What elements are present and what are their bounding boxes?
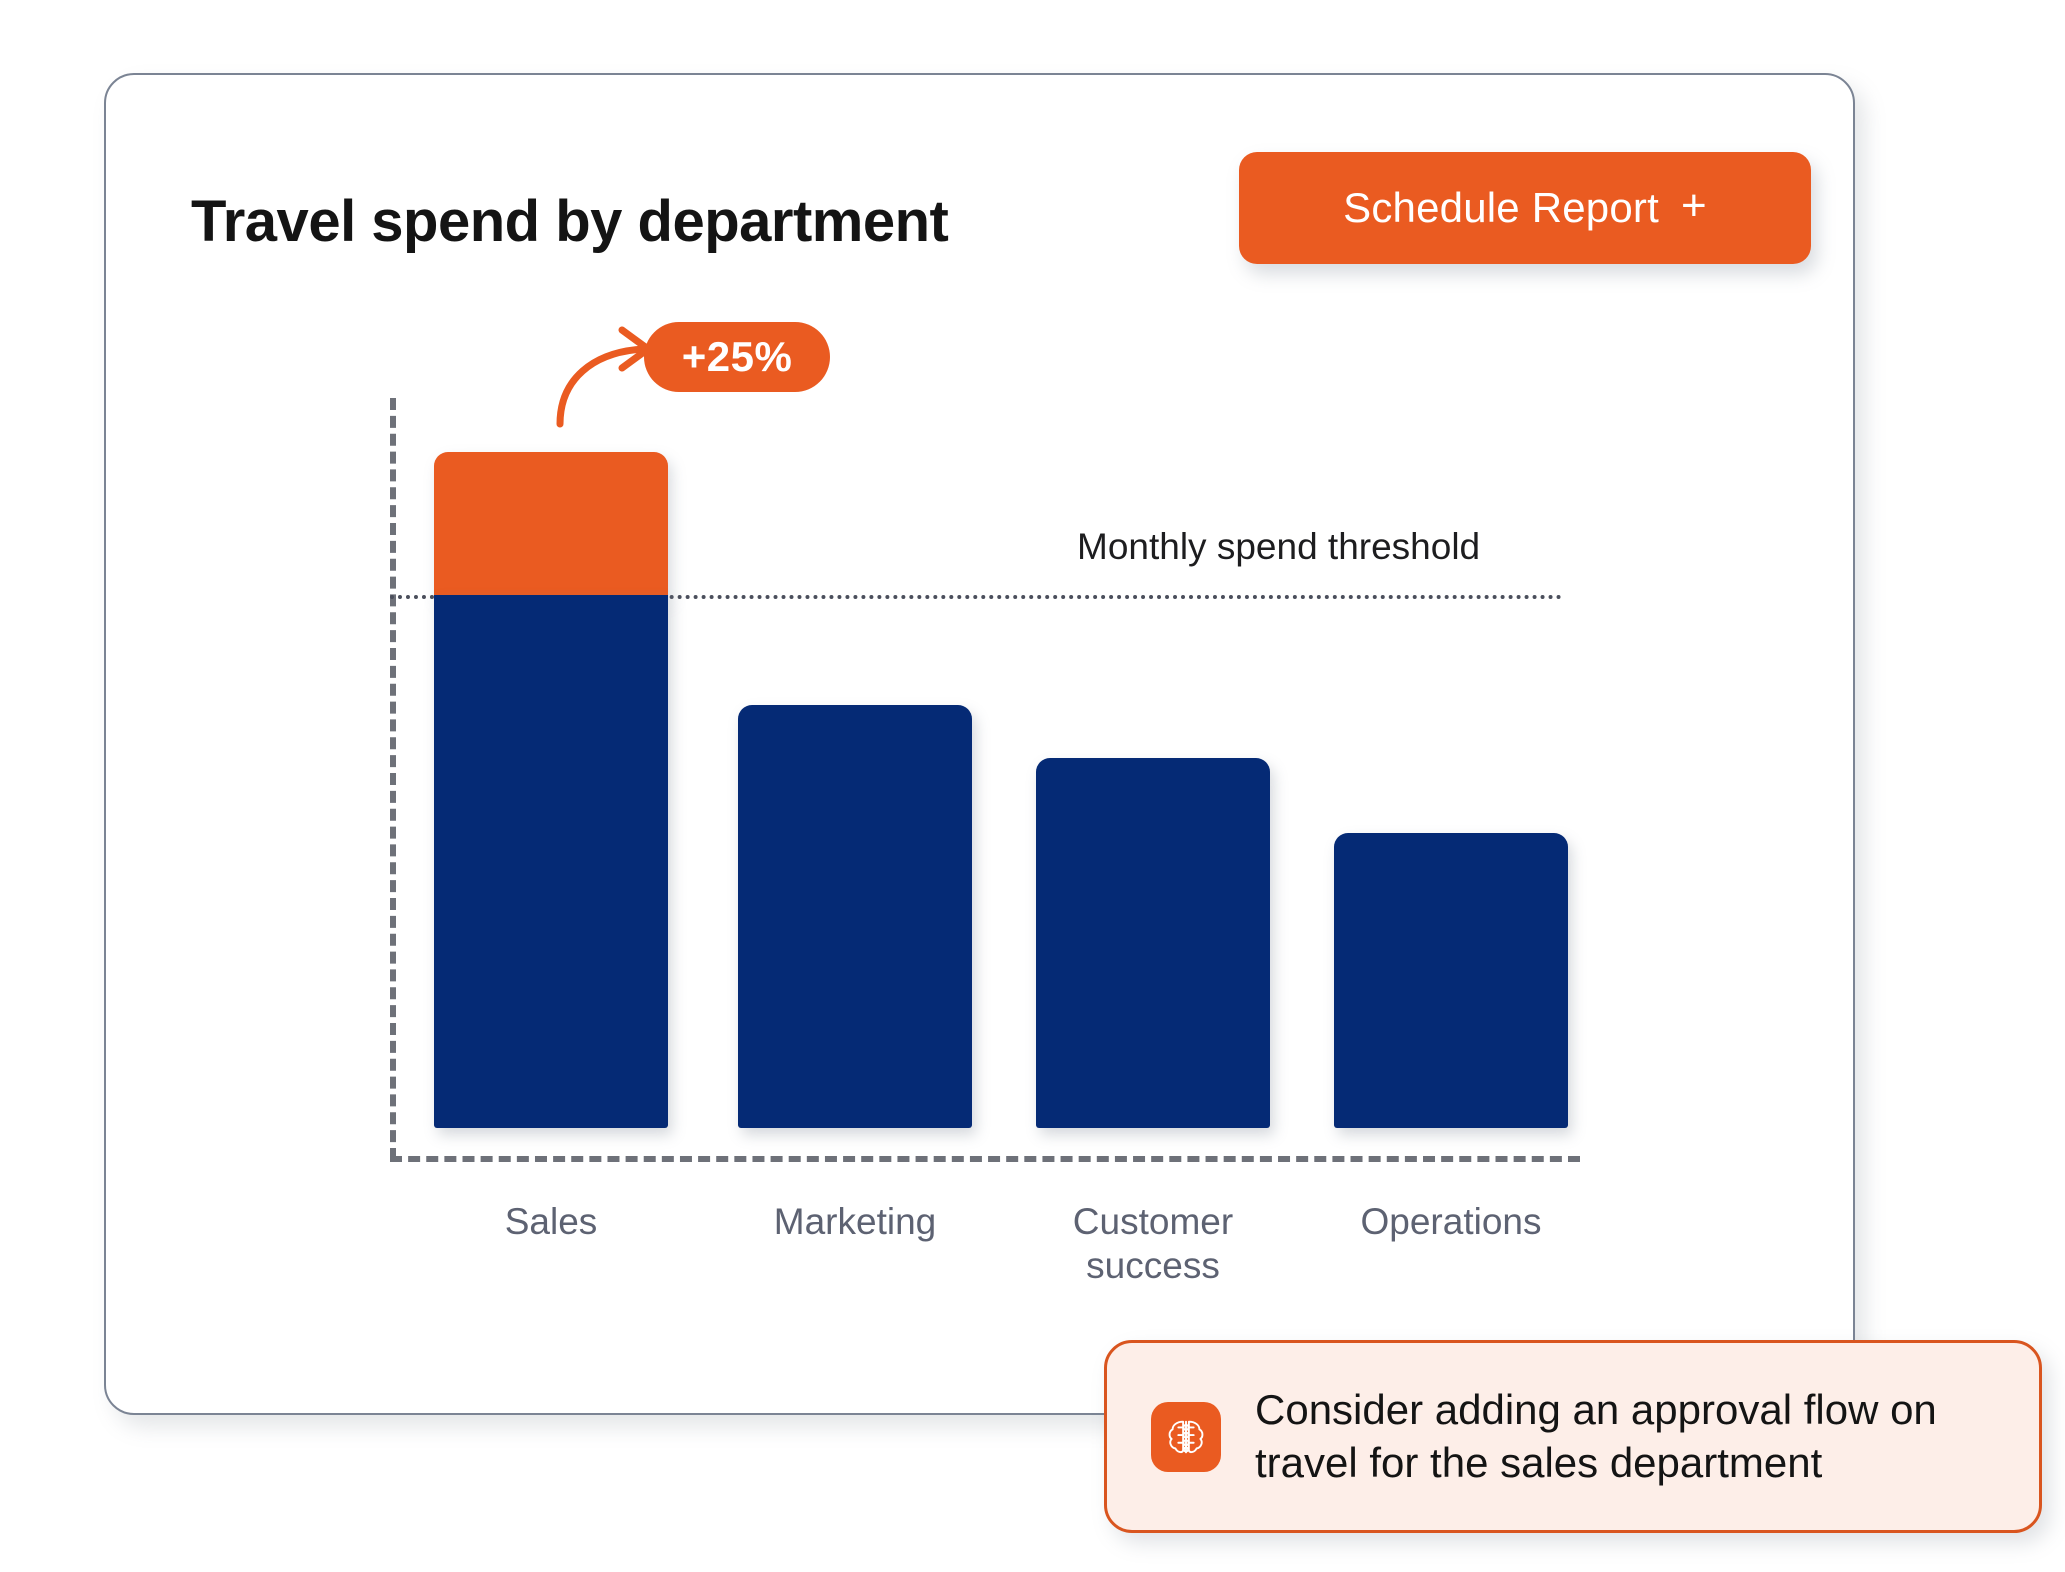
schedule-report-button[interactable]: Schedule Report +	[1239, 152, 1811, 264]
page-title: Travel spend by department	[191, 188, 949, 254]
schedule-report-label: Schedule Report	[1343, 184, 1659, 231]
ai-suggestion-text: Consider adding an approval flow on trav…	[1255, 1385, 1937, 1486]
ai-suggestion-callout[interactable]: Consider adding an approval flow on trav…	[1104, 1340, 2042, 1533]
plus-icon: +	[1680, 181, 1707, 230]
brain-icon	[1151, 1401, 1221, 1472]
chart-card	[104, 73, 1855, 1415]
